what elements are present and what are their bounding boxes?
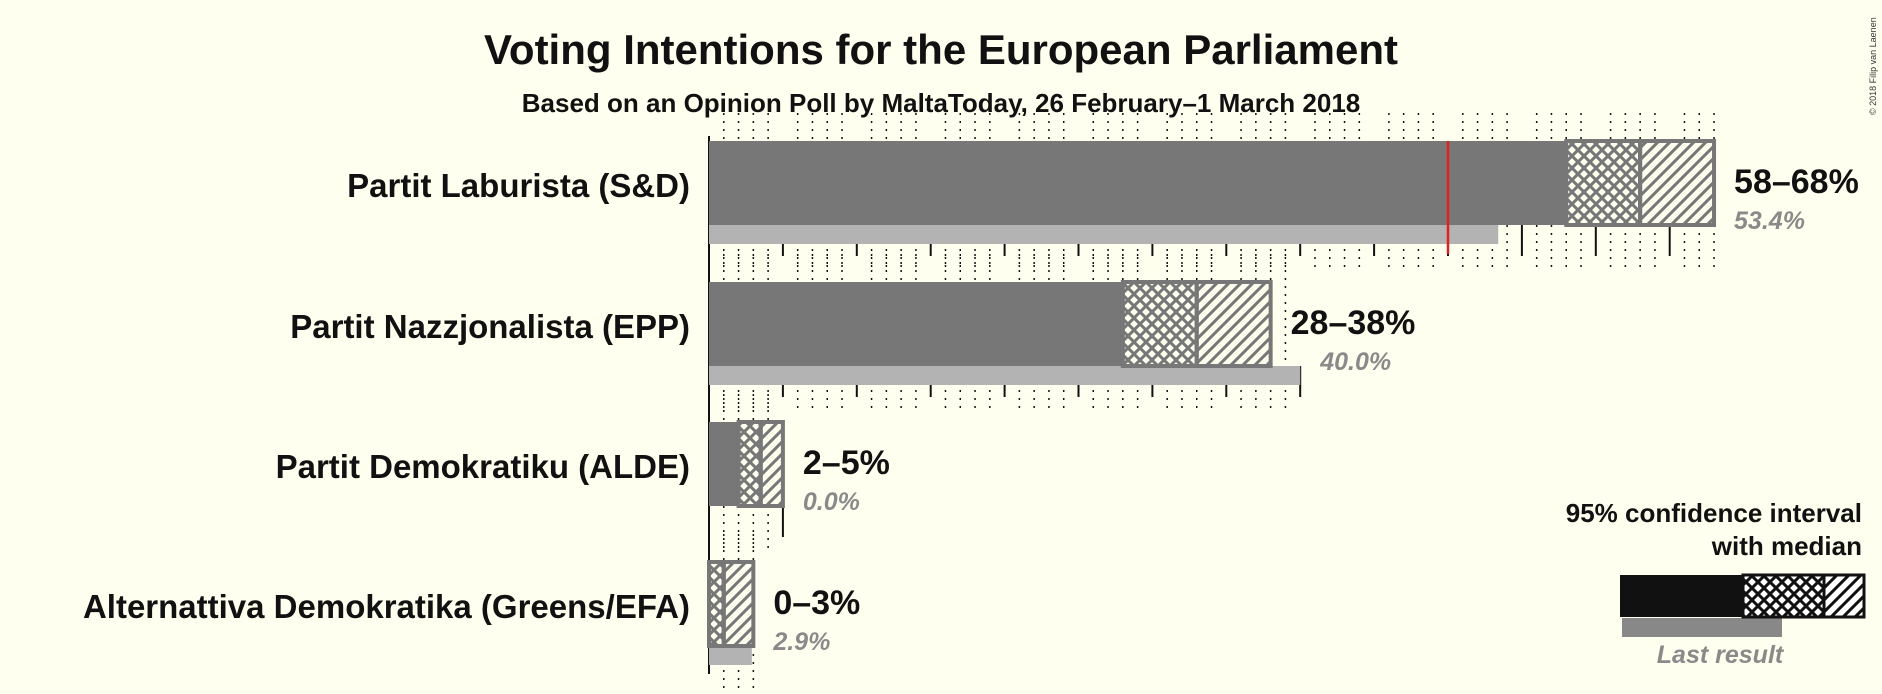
interval-crosshatch-bar [707, 560, 726, 648]
range-label: 28–38% [1291, 304, 1416, 342]
interval-solid-bar [709, 141, 1567, 225]
party-name: Partit Demokratiku (ALDE) [276, 448, 690, 485]
legend-hatch-bar [1822, 573, 1866, 619]
bars [707, 139, 1717, 665]
interval-solid-bar [709, 422, 739, 506]
interval-crosshatch-bar [1120, 280, 1199, 368]
interval-hatch-bar [1194, 280, 1273, 368]
last-result-label: 53.4% [1734, 207, 1805, 235]
legend-line1: 95% confidence interval [1566, 498, 1862, 528]
chart-subtitle: Based on an Opinion Poll by MaltaToday, … [522, 88, 1361, 118]
range-label: 2–5% [803, 444, 890, 482]
party-name: Partit Laburista (S&D) [347, 167, 690, 204]
legend-last-result-bar [1622, 618, 1782, 637]
legend-crosshatch-bar [1741, 573, 1826, 619]
legend-solid-bar [1620, 575, 1743, 617]
last-result-label: 0.0% [803, 488, 860, 516]
last-result-bar [709, 366, 1301, 385]
interval-hatch-bar [758, 420, 785, 508]
labels: Partit Laburista (S&D) 58–68% 53.4% Partit … [83, 163, 1859, 656]
party-name: Alternattiva Demokratika (Greens/EFA) [83, 588, 690, 625]
interval-crosshatch-bar [1564, 139, 1643, 227]
interval-hatch-bar [721, 560, 756, 648]
last-result-label: 40.0% [1319, 348, 1391, 376]
range-label: 58–68% [1734, 163, 1859, 201]
legend: 95% confidence interval with median Last… [1566, 498, 1866, 669]
interval-crosshatch-bar [736, 420, 763, 508]
legend-line2: with median [1711, 531, 1862, 561]
party-name: Partit Nazzjonalista (EPP) [290, 308, 690, 345]
last-result-bar [709, 646, 752, 665]
legend-last-result-label: Last result [1657, 641, 1785, 669]
chart-title: Voting Intentions for the European Parli… [484, 26, 1398, 73]
range-label: 0–3% [773, 584, 860, 622]
last-result-label: 2.9% [772, 628, 830, 656]
interval-solid-bar [709, 282, 1123, 366]
copyright: © 2018 Filip van Laenen [1868, 17, 1878, 115]
interval-hatch-bar [1638, 139, 1717, 227]
last-result-bar [709, 225, 1499, 244]
